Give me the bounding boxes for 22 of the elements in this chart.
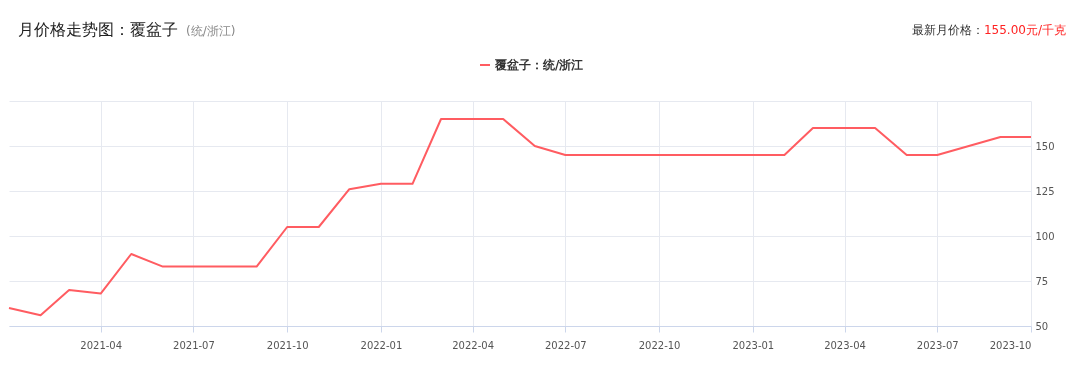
x-tick-label: 2022-07 xyxy=(544,339,587,351)
y-tick-label: 100 xyxy=(1035,230,1055,242)
text: 最新月价格： xyxy=(911,23,984,37)
legend-label: 覆盆子：统/浙江 xyxy=(494,58,584,72)
x-tick-label: 2023-10 xyxy=(989,339,1032,351)
x-tick-label: 2022-01 xyxy=(360,339,403,351)
chart-subtitle: (统/浙江) xyxy=(186,24,236,38)
x-tick-label: 2021-07 xyxy=(173,339,215,351)
line-series xyxy=(8,118,1032,317)
y-tick-label: 150 xyxy=(1035,140,1055,152)
x-tick-label: 2023-04 xyxy=(824,339,866,351)
y-tick-label: 75 xyxy=(1035,275,1049,287)
x-tick-label: 2023-01 xyxy=(732,339,775,351)
y-tick-label: 125 xyxy=(1035,185,1055,197)
y-tick-label: 50 xyxy=(1035,320,1049,332)
text: 155.00元/千克 xyxy=(983,23,1066,37)
x-tick-label: 2023-07 xyxy=(916,339,959,351)
x-tick-label: 2021-10 xyxy=(266,339,309,351)
x-tick-label: 2021-04 xyxy=(80,339,123,351)
x-tick-label: 2022-04 xyxy=(452,339,495,351)
x-tick-label: 2022-10 xyxy=(638,339,681,351)
chart-title: 月价格走势图：覆盆子 xyxy=(18,20,178,39)
